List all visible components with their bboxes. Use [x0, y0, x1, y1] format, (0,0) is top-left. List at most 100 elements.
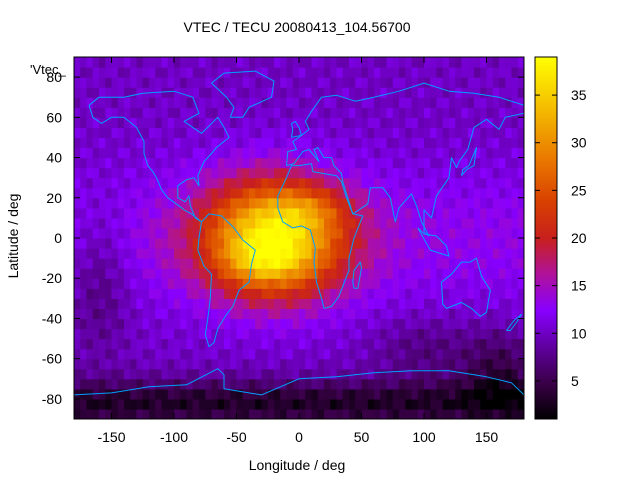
- heatmap-cell: [180, 278, 188, 289]
- heatmap-cell: [274, 87, 281, 98]
- heatmap-cell: [136, 298, 144, 309]
- heatmap-cell: [405, 358, 413, 370]
- heatmap-cell: [424, 87, 431, 98]
- heatmap-cell: [224, 398, 231, 410]
- heatmap-cell: [374, 388, 381, 400]
- heatmap-cell: [117, 177, 125, 189]
- heatmap-cell: [211, 177, 219, 189]
- heatmap-cell: [399, 408, 406, 419]
- heatmap-cell: [305, 358, 313, 370]
- heatmap-cell: [355, 328, 363, 340]
- heatmap-cell: [217, 288, 225, 299]
- heatmap-cell: [461, 57, 469, 68]
- heatmap-cell: [149, 97, 156, 108]
- heatmap-cell: [255, 358, 263, 370]
- heatmap-cell: [449, 308, 456, 320]
- heatmap-cell: [517, 408, 524, 419]
- heatmap-cell: [311, 408, 319, 419]
- heatmap-cell: [311, 177, 319, 189]
- heatmap-cell: [411, 358, 419, 370]
- heatmap-cell: [199, 137, 206, 149]
- heatmap-cell: [436, 137, 444, 149]
- heatmap-cell: [461, 338, 469, 350]
- heatmap-cell: [286, 187, 294, 199]
- heatmap-cell: [161, 388, 169, 400]
- heatmap-cell: [386, 318, 394, 330]
- heatmap-cell: [292, 57, 300, 68]
- heatmap-cell: [461, 67, 469, 78]
- heatmap-cell: [180, 187, 188, 199]
- heatmap-cell: [155, 147, 163, 159]
- heatmap-cell: [474, 117, 481, 128]
- heatmap-cell: [467, 67, 475, 78]
- heatmap-cell: [117, 77, 125, 88]
- heatmap-cell: [480, 67, 488, 78]
- heatmap-cell: [286, 328, 294, 340]
- heatmap-cell: [124, 328, 131, 340]
- heatmap-cell: [267, 57, 275, 68]
- heatmap-cell: [374, 157, 381, 169]
- heatmap-cell: [149, 197, 156, 209]
- heatmap-cell: [167, 87, 175, 98]
- heatmap-cell: [474, 207, 481, 219]
- heatmap-cell: [324, 217, 331, 229]
- heatmap-cell: [255, 227, 263, 239]
- heatmap-cell: [374, 227, 381, 239]
- heatmap-cell: [199, 157, 206, 169]
- heatmap-cell: [367, 328, 375, 340]
- heatmap-cell: [461, 117, 469, 128]
- heatmap-cell: [330, 398, 338, 410]
- heatmap-cell: [405, 127, 413, 139]
- heatmap-cell: [499, 258, 506, 269]
- heatmap-cell: [255, 278, 263, 289]
- heatmap-cell: [186, 388, 194, 400]
- heatmap-cell: [505, 117, 513, 128]
- heatmap-cell: [292, 177, 300, 189]
- heatmap-cell: [111, 408, 119, 419]
- heatmap-cell: [74, 238, 81, 249]
- heatmap-cell: [224, 97, 231, 108]
- heatmap-cell: [461, 358, 469, 370]
- heatmap-cell: [155, 238, 163, 249]
- heatmap-cell: [167, 107, 175, 118]
- heatmap-cell: [492, 177, 500, 189]
- heatmap-cell: [255, 318, 263, 330]
- heatmap-cell: [392, 368, 400, 380]
- heatmap-cell: [236, 187, 244, 199]
- heatmap-cell: [474, 278, 481, 289]
- y-tick-label: -60: [42, 351, 62, 367]
- heatmap-cell: [499, 348, 506, 360]
- heatmap-cell: [124, 217, 131, 229]
- heatmap-cell: [455, 308, 463, 320]
- heatmap-cell: [117, 127, 125, 139]
- heatmap-cell: [299, 97, 306, 108]
- heatmap-cell: [211, 117, 219, 128]
- heatmap-cell: [199, 147, 206, 159]
- heatmap-cell: [74, 217, 81, 229]
- heatmap-cell: [486, 358, 494, 370]
- y-tick-label: 20: [46, 190, 62, 206]
- heatmap-cell: [436, 258, 444, 269]
- heatmap-cell: [461, 77, 469, 88]
- heatmap-cell: [305, 248, 313, 259]
- heatmap-cell: [349, 368, 356, 380]
- heatmap-cell: [342, 328, 350, 340]
- heatmap-cell: [286, 258, 294, 269]
- heatmap-cell: [517, 97, 524, 108]
- heatmap-cell: [486, 187, 494, 199]
- heatmap-cell: [424, 338, 431, 350]
- heatmap-cell: [286, 398, 294, 410]
- heatmap-cell: [361, 298, 369, 309]
- heatmap-cell: [411, 248, 419, 259]
- heatmap-cell: [217, 67, 225, 78]
- heatmap-cell: [255, 107, 263, 118]
- heatmap-cell: [255, 167, 263, 179]
- heatmap-cell: [130, 147, 138, 159]
- heatmap-cell: [111, 137, 119, 149]
- heatmap-cell: [99, 358, 106, 370]
- heatmap-cell: [461, 97, 469, 108]
- heatmap-cell: [230, 87, 238, 98]
- heatmap-cell: [105, 197, 113, 209]
- heatmap-cell: [180, 177, 188, 189]
- heatmap-cell: [86, 197, 94, 209]
